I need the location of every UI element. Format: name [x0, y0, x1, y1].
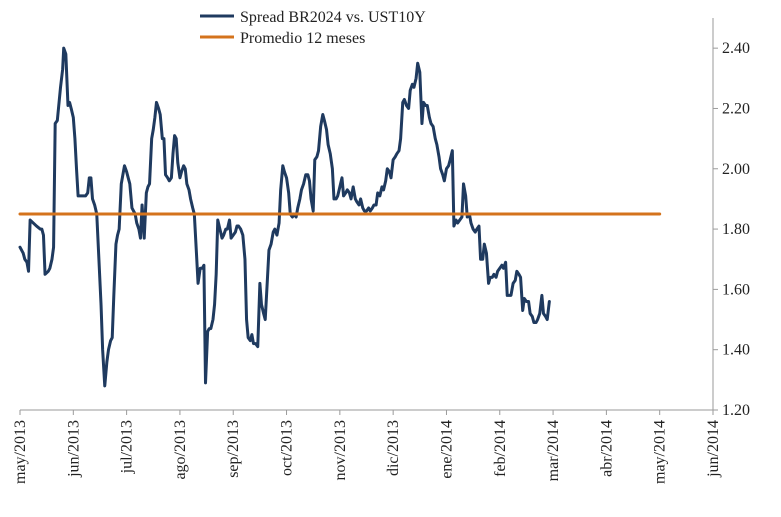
legend-label-promedio: Promedio 12 meses — [240, 30, 365, 47]
x-tick-label: may/2013 — [12, 420, 29, 484]
legend-label-spread: Spread BR2024 vs. UST10Y — [240, 9, 426, 26]
y-tick-label: 2.40 — [722, 40, 750, 57]
x-tick-label: jun/2014 — [705, 420, 722, 478]
x-tick-label: abr/2014 — [598, 420, 615, 477]
x-tick-label: sep/2013 — [225, 420, 242, 478]
y-tick-label: 1.80 — [722, 221, 750, 238]
series-line-spread — [18, 46, 551, 388]
x-tick-label: jul/2013 — [119, 420, 136, 474]
x-tick-label: ago/2013 — [172, 420, 189, 480]
series-layer — [18, 46, 662, 388]
x-tick-label: feb/2014 — [492, 420, 509, 477]
x-tick-label: nov/2013 — [332, 420, 349, 480]
y-tick-label: 1.20 — [722, 402, 750, 419]
x-tick-label: mar/2014 — [545, 420, 562, 481]
x-tick-label: jun/2013 — [65, 420, 82, 478]
x-tick-label: may/2014 — [652, 420, 669, 484]
y-tick-label: 1.40 — [722, 342, 750, 359]
y-tick-label: 2.00 — [722, 161, 750, 178]
axes: 1.20 1.40 1.60 1.80 2.00 2.20 2.40 may/2013 jun/… — [12, 18, 750, 484]
x-tick-label: ene/2014 — [438, 420, 455, 479]
x-tick-label: oct/2013 — [279, 420, 296, 476]
legend: Spread BR2024 vs. UST10Y Promedio 12 mes… — [200, 9, 426, 47]
y-tick-label: 1.60 — [722, 281, 750, 298]
x-tick-label: dic/2013 — [385, 420, 402, 476]
y-tick-label: 2.20 — [722, 100, 750, 117]
